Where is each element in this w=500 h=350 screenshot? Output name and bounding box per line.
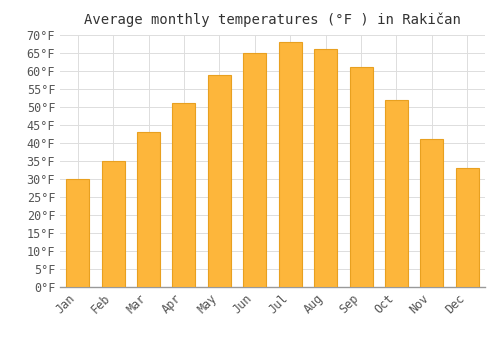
Bar: [385, 100, 408, 287]
Bar: [456, 168, 479, 287]
Bar: [314, 49, 337, 287]
Bar: [278, 42, 301, 287]
Bar: [208, 75, 231, 287]
Bar: [420, 139, 444, 287]
Bar: [102, 161, 124, 287]
Bar: [66, 179, 89, 287]
Bar: [244, 53, 266, 287]
Bar: [172, 103, 196, 287]
Title: Average monthly temperatures (°F ) in Rakičan: Average monthly temperatures (°F ) in Ra…: [84, 12, 461, 27]
Bar: [137, 132, 160, 287]
Bar: [350, 68, 372, 287]
